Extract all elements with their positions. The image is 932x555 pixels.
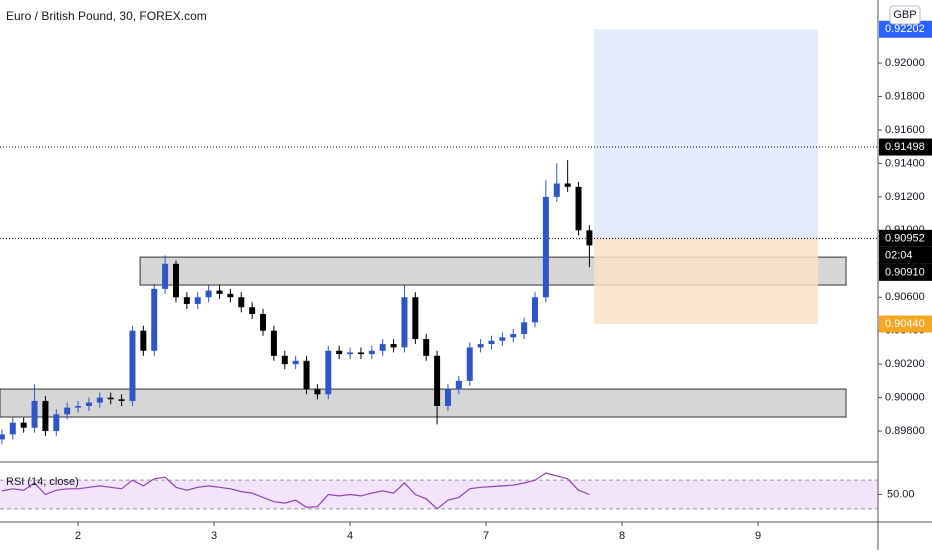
candle-body [118,399,125,401]
candle-body [401,297,408,348]
price-tag [879,229,932,247]
candle-body [325,350,332,395]
candle-body [172,263,179,298]
backgrounds [0,29,878,510]
candle-body [303,360,310,390]
x-tick-label: 7 [483,530,489,542]
price-tag-label: 0.90440 [885,318,925,330]
candle-body [347,352,354,355]
candle-body [227,293,234,298]
rsi-line [1,472,590,510]
candle-body [379,344,386,351]
y-tick-label: 0.91200 [885,191,925,203]
candle-body [455,380,462,390]
candle-body [466,347,473,381]
price-tag [879,138,932,156]
candle-body [368,350,375,355]
candle-body [270,330,277,356]
candle-body [238,297,245,308]
candle-body [129,330,136,401]
currency-box[interactable] [889,5,921,25]
candle-body [53,414,60,432]
x-tick-label: 4 [347,530,353,542]
countdown: 02:04 [885,249,913,261]
loss-zone [594,238,819,325]
candle-body [31,400,38,428]
candle-body [75,405,82,408]
y-tick-label: 0.90600 [885,291,925,303]
candle-body [216,290,223,294]
candle-body [357,352,364,355]
candle-body [85,402,92,406]
candle-body [205,290,212,298]
candle-body [42,400,49,432]
rsi-label: RSI (14, close) [6,476,79,488]
y-tick-label: 0.89800 [885,425,925,437]
candle-body [564,183,571,187]
x-tick-label: 9 [755,530,761,542]
y-tick-label: 0.92000 [885,57,925,69]
candle-body [183,297,190,304]
candle-body [499,337,506,341]
y-tick-label: 0.91600 [885,124,925,136]
countdown-box [879,246,932,264]
plot [0,160,593,510]
candle-body [412,297,419,340]
candle-body [510,334,517,338]
candle-body [20,422,27,428]
candle-body [542,196,549,298]
y-tick-label: 0.91400 [885,157,925,169]
price-tag-label: 0.90910 [885,266,925,278]
candle-body [9,422,16,435]
candle-body [553,183,560,197]
y-tick-label: 0.90200 [885,358,925,370]
candle-body [477,344,484,348]
candle-body [151,288,158,351]
zone [0,388,847,418]
y-tick-label: 0.90000 [885,392,925,404]
candle-body [532,297,539,323]
candle-body [249,307,256,314]
x-tick-label: 3 [211,530,217,542]
price-tag-label: 0.90952 [885,232,925,244]
candle-body [260,313,267,331]
candle-body [194,297,201,304]
candle-body [96,397,103,403]
y-tick-label: 0.91800 [885,90,925,102]
candle-body [390,344,397,348]
candle-body [107,397,114,400]
candle-body [444,389,451,406]
candle-body [434,355,441,406]
x-tick-label: 8 [619,530,625,542]
candle-body [314,389,321,395]
x-tick-label: 2 [75,530,81,542]
currency[interactable]: GBP [893,9,916,21]
price-tag [879,20,932,38]
rsi-tick-label: 50.00 [887,488,915,500]
profit-zone [594,29,819,239]
candle-body [423,339,430,356]
candle-body [292,360,299,365]
candle-body [488,340,495,345]
candle-body [336,350,343,355]
candle-body [521,322,528,335]
candle-body [281,355,288,365]
candle-body [0,434,5,440]
price-tag-label: 0.91498 [885,141,925,153]
candle-body [162,263,169,289]
candle-body [64,407,71,415]
candle-body [586,230,593,246]
price-tag [879,315,932,333]
rsi-band [0,480,878,509]
price-tag-label: 0.92202 [885,23,925,35]
price-tag [879,263,932,281]
chart-title: Euro / British Pound, 30, FOREX.com [6,9,207,23]
candle-body [575,186,582,231]
candle-body [140,330,147,351]
